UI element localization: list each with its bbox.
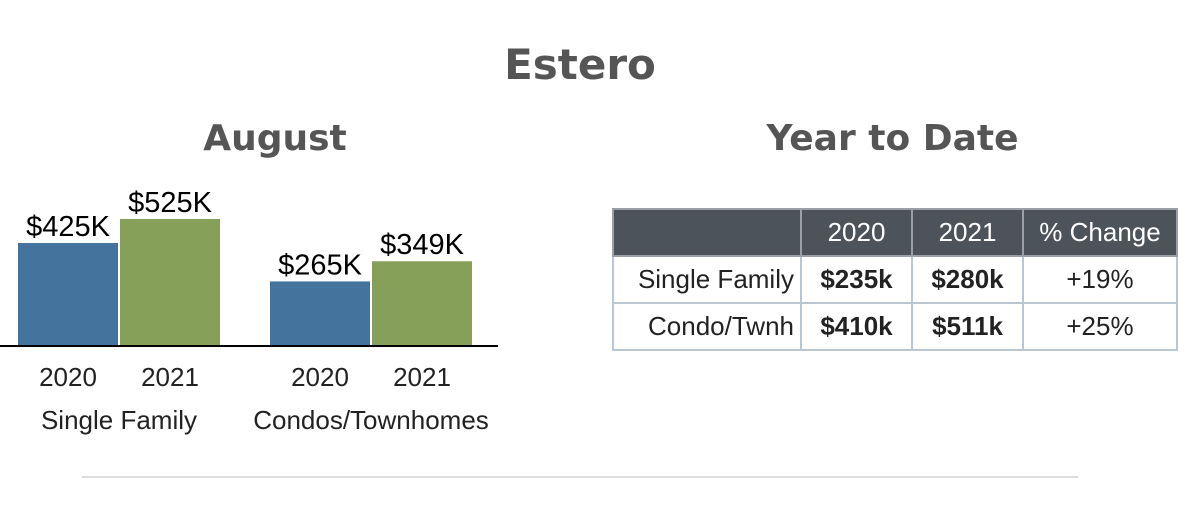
cell-2021: $511k xyxy=(911,302,1024,351)
bar-chart: $425K 2020 $525K 2021 Single Family $265K 2020… xyxy=(0,187,498,435)
table-header-row: 2020 2021 % Change xyxy=(612,208,1178,257)
bar-value-label: $265K xyxy=(278,249,363,281)
bar-0-0 xyxy=(18,243,118,345)
ytd-table: 2020 2021 % Change Single Family $235k $… xyxy=(612,208,1178,351)
x-tick-label: 2021 xyxy=(393,362,451,392)
bar-value-label: $425K xyxy=(26,211,111,243)
table-header-2020: 2020 xyxy=(800,208,913,257)
table-header-2021: 2021 xyxy=(911,208,1024,257)
x-tick-label: 2021 xyxy=(141,362,199,392)
bar-value-label: $525K xyxy=(128,187,213,219)
bar-0-1 xyxy=(120,219,220,345)
cell-change: +19% xyxy=(1022,255,1178,304)
section-divider xyxy=(82,476,1078,478)
x-tick-label: 2020 xyxy=(291,362,349,392)
bar-1-1 xyxy=(372,261,472,345)
group-label: Single Family xyxy=(41,405,197,435)
table-row: Single Family $235k $280k +19% xyxy=(612,255,1178,304)
cell-change: +25% xyxy=(1022,302,1178,351)
cell-2020: $235k xyxy=(800,255,913,304)
row-label: Condo/Twnh xyxy=(612,302,802,351)
bar-1-0 xyxy=(270,281,370,345)
table-header-change: % Change xyxy=(1022,208,1178,257)
table-header-corner xyxy=(612,208,802,257)
row-label: Single Family xyxy=(612,255,802,304)
cell-2021: $280k xyxy=(911,255,1024,304)
ytd-title: Year to Date xyxy=(766,118,1019,159)
table-row: Condo/Twnh $410k $511k +25% xyxy=(612,302,1178,351)
cell-2020: $410k xyxy=(800,302,913,351)
chart-title: August xyxy=(203,118,347,159)
page-title: Estero xyxy=(504,40,656,89)
x-tick-label: 2020 xyxy=(39,362,97,392)
group-label: Condos/Townhomes xyxy=(253,405,489,435)
bar-value-label: $349K xyxy=(380,229,465,261)
